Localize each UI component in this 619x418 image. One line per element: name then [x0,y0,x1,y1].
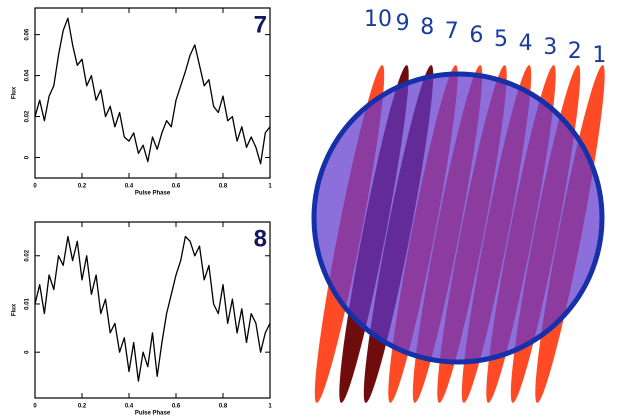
y-tick-label: 0.01 [25,297,31,309]
slice-label: 1 [592,43,606,68]
x-tick-label: 0.2 [78,184,87,190]
y-tick-label: 0.04 [25,69,31,81]
x-tick-label: 0.4 [125,184,134,190]
x-tick-label: 0.6 [172,184,181,190]
slice-label: 4 [519,31,533,56]
slice-label: 6 [469,23,483,48]
x-tick-label: 0.6 [172,404,181,410]
y-axis-label: Flux [12,86,18,99]
x-axis-label: Pulse Phase [135,411,171,417]
y-tick-label: 0 [25,155,31,159]
slice-label: 9 [396,11,410,36]
star-disk [311,71,605,365]
chart: 0 0.2 0.4 0.6 0.8 1 0 0.01 0.02 Pulse Phase Flux 8 [12,221,272,417]
y-axis-label: Flux [12,303,18,316]
slice-label: 8 [420,15,434,40]
panel-number: 8 [254,225,267,252]
plot-frame [34,221,271,399]
y-tick-label: 0.06 [25,28,31,40]
y-tick-label: 0 [25,350,31,354]
x-tick-label: 1 [268,404,272,410]
x-tick-label: 0.4 [125,404,134,410]
slice-label: 10 [364,7,392,32]
x-tick-label: 0 [33,184,37,190]
x-tick-label: 0 [33,404,37,410]
light-curves: 0 0.2 0.4 0.6 0.8 1 0 0.02 0.04 0.06 Pulse Phase Fl… [12,7,272,417]
light-curve [34,17,271,165]
x-tick-label: 0.8 [219,404,228,410]
y-tick-label: 0.02 [25,110,31,122]
slice-label: 2 [568,39,582,64]
slice-labels: 10 9 8 7 6 5 4 3 2 1 [364,7,606,68]
x-tick-label: 0.2 [78,404,87,410]
panel-number: 7 [254,11,267,38]
chart: 0 0.2 0.4 0.6 0.8 1 0 0.02 0.04 0.06 Pulse Phase Fl… [12,7,272,197]
star-diagram: 10 9 8 7 6 5 4 3 2 1 [311,7,606,403]
x-tick-label: 1 [268,184,272,190]
slice-label: 5 [494,27,508,52]
slice-label: 3 [543,35,557,60]
x-tick-label: 0.8 [219,184,228,190]
light-curve [34,235,271,382]
slice-label: 7 [445,19,459,44]
y-tick-label: 0.02 [25,249,31,261]
x-axis-label: Pulse Phase [135,191,171,197]
plot-frame [34,7,271,179]
